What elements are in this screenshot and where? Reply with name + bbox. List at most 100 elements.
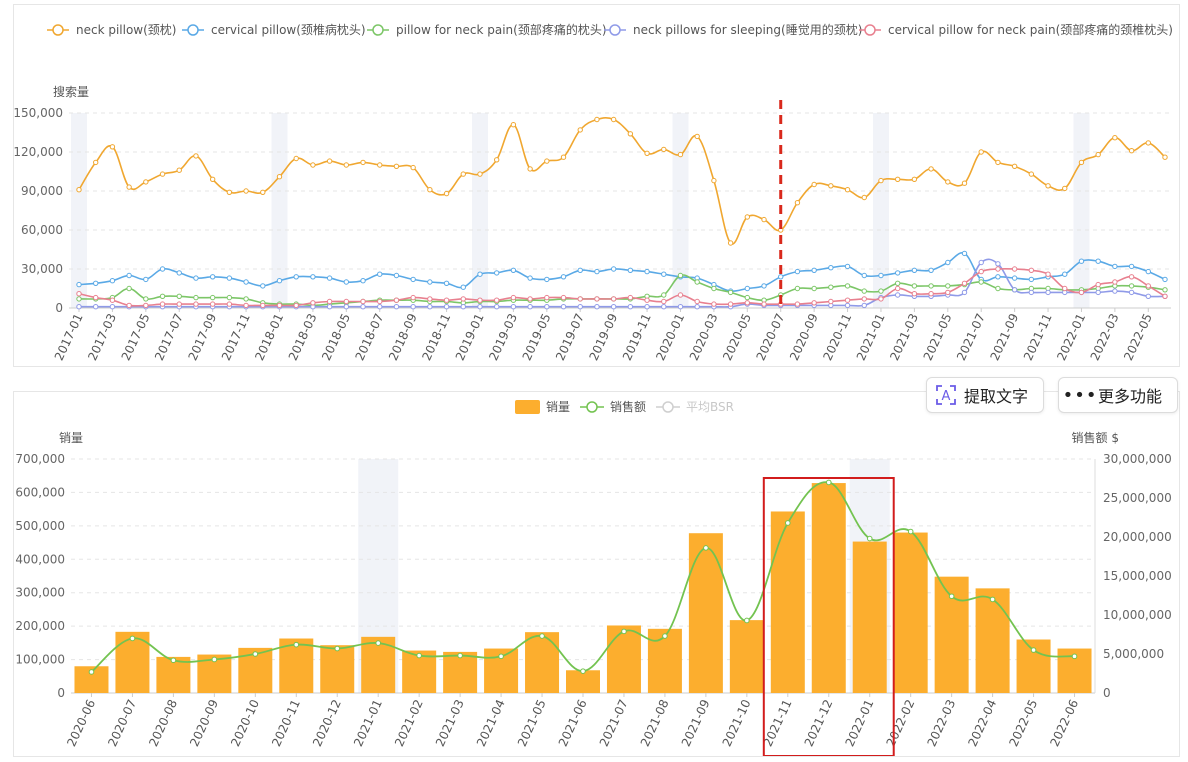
x-tick-label-0: 2017-01	[52, 311, 86, 362]
series-2-point-55	[995, 285, 1001, 292]
x-tick-label-22: 2020-09	[787, 311, 821, 362]
bottom-x-label-1: 2020-07	[105, 697, 139, 748]
bottom-x-label-14: 2021-08	[638, 697, 672, 748]
series-1-point-23	[460, 284, 466, 290]
series-4-point-47	[861, 296, 867, 302]
series-0-point-26	[510, 122, 517, 128]
x-tick-label-10: 2018-09	[386, 311, 420, 362]
series-1-point-41	[761, 283, 767, 289]
series-3-point-16	[343, 304, 350, 310]
series-1-point-27	[527, 275, 533, 281]
series-3-point-56	[1011, 287, 1018, 293]
bar-22	[975, 588, 1010, 693]
series-1-point-63	[1128, 263, 1135, 270]
y-tick-label-2: 60,000	[21, 223, 63, 237]
series-4-point-64	[1145, 283, 1151, 289]
series-4-point-12	[276, 302, 283, 309]
sales-point-7	[375, 640, 382, 646]
x-tick-label-31: 2022-03	[1088, 311, 1122, 362]
sales-point-4	[252, 651, 259, 657]
series-4-point-6	[176, 301, 182, 307]
series-3-point-34	[644, 304, 650, 310]
series-3-point-26	[510, 304, 517, 310]
series-1-point-11	[260, 283, 266, 289]
series-4-point-62	[1112, 279, 1118, 285]
series-4-point-34	[644, 297, 650, 303]
x-tick-label-2: 2017-05	[119, 311, 153, 362]
series-1-point-50	[911, 267, 918, 273]
x-tick-label-8: 2018-05	[319, 311, 353, 362]
series-1-point-32	[610, 266, 617, 272]
extract-text-button[interactable]: A 提取文字	[926, 377, 1044, 413]
bar-11	[525, 632, 560, 693]
series-4-point-20	[410, 294, 416, 301]
series-0-point-44	[811, 181, 817, 188]
x-tick-label-15: 2019-07	[553, 311, 587, 362]
series-0-point-38	[711, 177, 717, 184]
series-1-point-7	[193, 275, 199, 281]
legend-label-sales-volume: 销量	[546, 400, 570, 414]
series-3-point-61	[1095, 289, 1101, 296]
series-4-point-25	[493, 297, 500, 303]
series-4-point-57	[1028, 267, 1035, 273]
series-4-point-30	[577, 296, 583, 302]
x-tick-label-14: 2019-05	[520, 311, 554, 362]
series-0-point-1	[93, 159, 99, 166]
series-2-point-0	[76, 296, 82, 302]
series-3-point-54	[978, 259, 984, 266]
bar-19	[852, 541, 887, 693]
series-1-point-14	[310, 274, 316, 280]
series-0-point-9	[226, 189, 233, 196]
series-1-point-35	[661, 271, 667, 277]
right-tick-label-2: 10,000,000	[1103, 608, 1172, 622]
series-3-point-37	[694, 304, 700, 310]
series-0-point-35	[661, 146, 667, 153]
series-4-point-22	[443, 297, 450, 303]
series-0-point-23	[460, 171, 466, 177]
legend-marker-0	[52, 24, 64, 36]
series-1-point-6	[176, 270, 182, 276]
more-features-button[interactable]: ••• 更多功能	[1058, 377, 1178, 413]
series-0-point-21	[427, 187, 433, 193]
year-band-5	[1073, 113, 1090, 308]
series-0-point-64	[1145, 140, 1151, 146]
series-0-point-25	[493, 157, 500, 163]
extract-text-label: 提取文字	[964, 387, 1029, 406]
sales-point-15	[703, 545, 709, 551]
series-3-point-24	[477, 304, 483, 310]
x-tick-label-11: 2018-11	[419, 311, 453, 362]
sales-point-6	[334, 645, 341, 652]
y-tick-label-1: 30,000	[21, 262, 63, 276]
x-tick-label-28: 2021-09	[987, 311, 1021, 362]
series-line-0	[78, 117, 1166, 245]
series-1-point-44	[811, 267, 817, 273]
sales-point-12	[580, 668, 586, 674]
series-3-point-27	[527, 304, 533, 310]
series-1-point-15	[326, 275, 333, 281]
series-1-point-55	[995, 274, 1001, 280]
series-3-point-21	[427, 304, 433, 310]
series-0-point-50	[911, 176, 918, 183]
bottom-x-label-17: 2021-11	[761, 697, 795, 748]
left-tick-label-6: 600,000	[15, 485, 65, 499]
sales-point-3	[211, 656, 218, 663]
series-2-point-10	[243, 296, 249, 302]
year-band-1	[271, 113, 288, 308]
sales-point-22	[989, 596, 996, 603]
series-3-point-62	[1112, 288, 1118, 294]
series-1-point-56	[1011, 275, 1018, 281]
x-tick-label-18: 2020-01	[653, 311, 687, 362]
sales-point-20	[907, 528, 914, 535]
series-4-point-41	[761, 301, 767, 307]
sales-point-17	[785, 520, 791, 526]
x-tick-label-30: 2022-01	[1054, 311, 1088, 362]
series-1-point-53	[961, 250, 968, 257]
series-0-point-47	[861, 194, 867, 201]
bar-5	[279, 638, 314, 693]
series-4-point-0	[76, 291, 82, 297]
svg-text:A: A	[942, 389, 951, 404]
series-4-point-29	[560, 294, 567, 301]
series-2-point-50	[911, 283, 918, 289]
series-4-point-50	[911, 291, 918, 297]
series-1-point-43	[794, 268, 801, 275]
